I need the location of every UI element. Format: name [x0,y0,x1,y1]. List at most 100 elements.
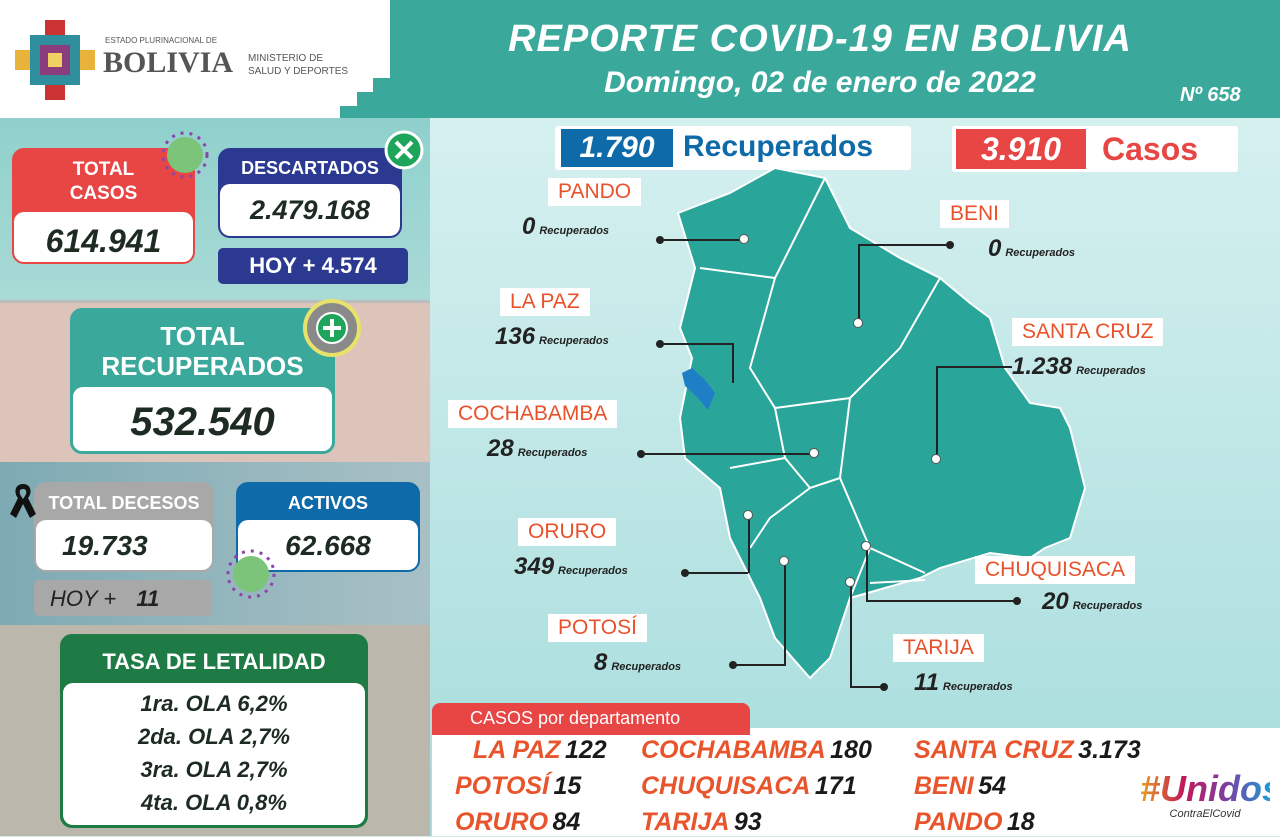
virus-icon [160,130,210,185]
stair-decoration [373,78,390,92]
lethality-row: 2da. OLA 2,7% [137,724,290,749]
daily-recovered-label: Recuperados [683,130,874,163]
discarded-value: 2.479.168 [220,184,400,236]
daily-cases-label: Casos [1102,131,1199,167]
dept-marker [743,510,753,520]
case-dept-value: 171 [814,772,857,800]
org-small-text: ESTADO PLURINACIONAL DE [105,36,218,45]
deaths-today-label: HOY + [50,586,117,611]
report-date: Domingo, 02 de enero de 2022 [604,66,1036,99]
deaths-value: 19.733 [36,520,212,570]
connector-line [858,244,860,322]
campaign-hashtag: #Unidos [1140,768,1280,809]
connector-line [866,600,1018,602]
discarded-label: DESCARTADOS [241,158,379,178]
case-dept-name: BENI [914,772,974,800]
daily-recovered-box: 1.790 Recuperados [555,126,911,170]
dept-marker [931,454,941,464]
deaths-today: HOY + 11 [34,580,212,616]
stair-decoration [340,106,390,118]
campaign-sub: ContraElCovid [1169,808,1241,820]
lethality-title: TASA DE LETALIDAD [102,649,326,674]
connector-line [866,546,868,602]
case-dept-value: 122 [564,736,607,764]
discarded-card: DESCARTADOS 2.479.168 [218,148,402,238]
dept-marker [946,241,954,249]
total-cases-label: TOTAL CASOS [69,159,138,204]
case-dept-value: 84 [552,808,581,836]
title-band [380,0,1280,118]
case-dept-value: 18 [1006,808,1035,836]
total-recovered-value: 532.540 [73,387,332,451]
connector-line [858,244,950,246]
total-recovered-label: TOTAL RECUPERADOS [101,321,304,381]
dept-label-chuquisaca: CHUQUISACA [975,556,1136,584]
connector-line [936,366,1012,368]
dept-label-pando: PANDO [548,178,642,206]
cases-panel [432,728,1280,836]
connector-line [732,343,734,383]
case-dept-name: CHUQUISACA [641,772,811,800]
org-logo-text: BOLIVIA [103,46,234,79]
daily-cases-box: 3.910 Casos [952,126,1238,172]
dept-label-tarija: TARIJA [893,634,984,662]
case-dept-value: 15 [553,772,582,800]
stair-decoration [357,92,390,106]
total-cases-value: 614.941 [14,212,193,262]
dept-marker [656,236,664,244]
dept-recovered-santa-cruz: 1.238 Recuperados [1012,353,1146,380]
campaign-logo: #Unidos ContraElCovid [1140,768,1280,821]
bolivia-emblem-icon [15,20,95,100]
dept-marker [880,683,888,691]
dept-marker [739,234,749,244]
deaths-card: TOTAL DECESOS 19.733 [34,482,214,572]
connector-line [734,664,784,666]
dept-label-santa-cruz: SANTA CRUZ [1012,318,1164,346]
case-dept-value: 180 [830,736,872,764]
dept-recovered-cochabamba: 28 Recuperados [487,435,588,462]
lethality-row: 1ra. OLA 6,2% [140,691,288,716]
dept-marker [681,569,689,577]
dept-recovered-potosi: 8 Recuperados [594,649,682,676]
connector-line [662,343,732,345]
daily-recovered-value: 1.790 [561,129,673,167]
dept-recovered-oruro: 349 Recuperados [514,553,628,580]
dept-marker [779,556,789,566]
daily-cases-value: 3.910 [956,129,1086,169]
discarded-x-icon [384,130,424,170]
dept-marker [729,661,737,669]
connector-line [686,572,748,574]
mourning-ribbon-icon [6,480,40,520]
dept-recovered-beni: 0 Recuperados [988,235,1076,262]
dept-label-beni: BENI [940,200,1010,228]
case-dept-value: 54 [978,772,1006,800]
cases-panel-title: CASOS por departamento [432,703,750,735]
lake-titicaca [682,368,715,410]
case-dept-name: PANDO [914,808,1003,836]
case-dept-name: LA PAZ [473,736,561,764]
connector-line [850,686,884,688]
case-dept-name: ORURO [455,808,549,836]
dept-label-cochabamba: COCHABAMBA [448,400,618,428]
dept-marker [637,450,645,458]
connector-line [662,239,744,241]
total-cases-card: TOTAL CASOS 614.941 [12,148,195,264]
lethality-row: 4ta. OLA 0,8% [141,790,287,815]
ministry-text: MINISTERIO DE SALUD Y DEPORTES [248,53,349,77]
deaths-label: TOTAL DECESOS [48,493,200,513]
plus-icon [302,298,362,358]
active-card: ACTIVOS 62.668 [236,482,420,572]
lethality-card: TASA DE LETALIDAD 1ra. OLA 6,2% 2da. OLA… [60,634,368,828]
dept-recovered-tarija: 11 Recuperados [914,669,1013,696]
report-title: REPORTE COVID-19 EN BOLIVIA [508,18,1132,60]
dept-label-potosi: POTOSÍ [548,614,647,642]
lethality-row: 3ra. OLA 2,7% [140,757,288,782]
virus-icon [225,548,277,605]
dept-marker [845,577,855,587]
dept-marker [809,448,819,458]
connector-line [850,582,852,688]
dept-label-la-paz: LA PAZ [500,288,590,316]
case-dept-name: SANTA CRUZ [914,736,1074,764]
connector-line [936,366,938,458]
case-dept-value: 93 [733,808,762,836]
